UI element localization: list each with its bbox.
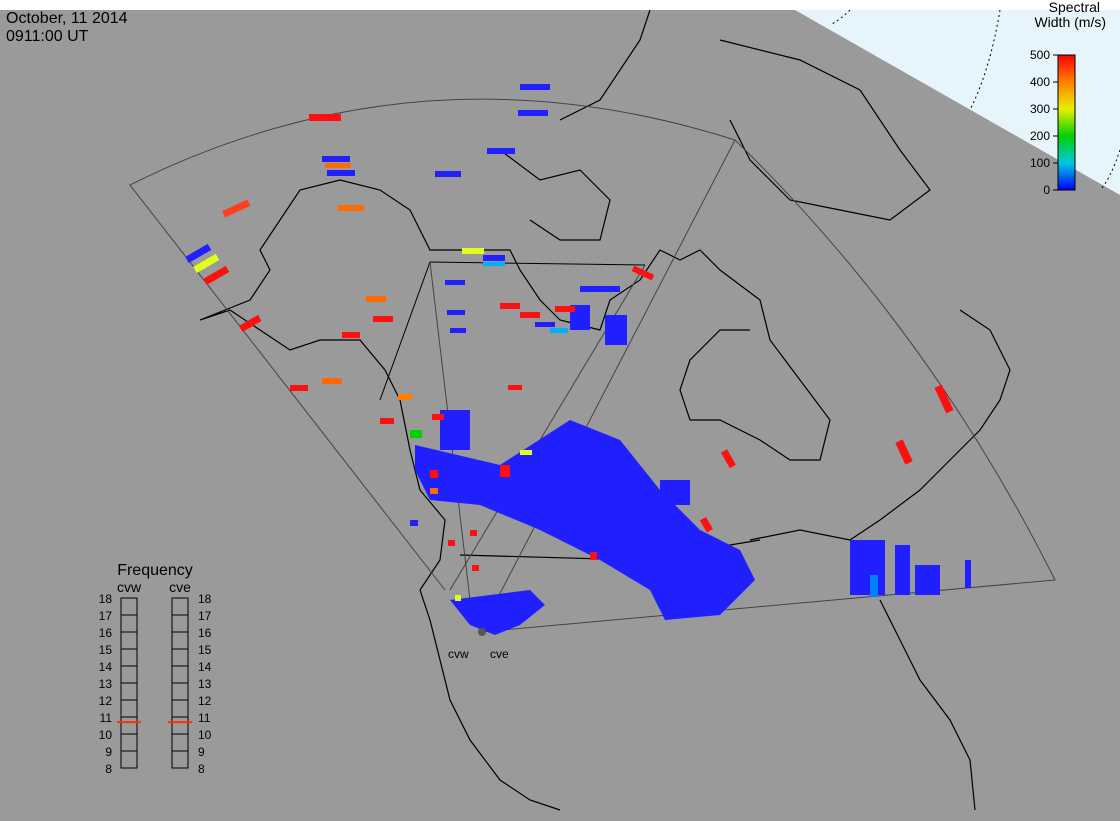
- frequency-tick-label: 18: [198, 592, 212, 606]
- colorbar: [1057, 54, 1076, 191]
- colorbar-tick-label: 200: [1030, 129, 1050, 143]
- frequency-tick-label: 10: [198, 728, 212, 742]
- frequency-tick-label: 14: [198, 660, 212, 674]
- top-strip: [0, 0, 1120, 10]
- frequency-tick-label: 18: [99, 592, 113, 606]
- station-dot: [478, 628, 486, 636]
- colorbar-tick-label: 500: [1030, 48, 1050, 62]
- frequency-tick-label: 10: [99, 728, 113, 742]
- frequency-tick-label: 16: [99, 626, 113, 640]
- date: October, 11 2014: [6, 10, 128, 27]
- lat-circles: [829, 9, 1120, 191]
- frequency-tick-label: 15: [99, 643, 113, 657]
- frequency-tick-label: 11: [100, 711, 113, 725]
- frequency-tick-label: 16: [198, 626, 212, 640]
- frequency-tick-label: 8: [198, 762, 205, 776]
- frequency-title: Frequency: [117, 562, 193, 579]
- frequency-tick-label: 17: [99, 609, 113, 623]
- station-label: cvw: [448, 647, 469, 661]
- frequency-tick-label: 13: [198, 677, 212, 691]
- colorbar-tick-label: 0: [1043, 183, 1050, 197]
- colorbar-tick-label: 100: [1030, 156, 1050, 170]
- frequency-tick-label: 8: [105, 762, 112, 776]
- frequency-tick-label: 11: [198, 711, 211, 725]
- frequency-tick-label: 17: [198, 609, 212, 623]
- frequency-tick-label: 12: [99, 694, 113, 708]
- radar-name: cve: [169, 579, 191, 595]
- frequency-tick-label: 13: [99, 677, 113, 691]
- echo-cells: [185, 84, 971, 635]
- colorbar-title: Width (m/s): [1034, 14, 1106, 30]
- frequency-tick-label: 15: [198, 643, 212, 657]
- colorbar-tick-label: 400: [1030, 75, 1050, 89]
- station-label: cve: [490, 647, 509, 661]
- frequency-tick-label: 12: [198, 694, 212, 708]
- daylight-region: [795, 10, 1120, 195]
- frequency-tick-label: 14: [99, 660, 113, 674]
- colorbar-tick-label: 300: [1030, 102, 1050, 116]
- radar-name: cvw: [117, 579, 142, 595]
- frequency-tick-label: 9: [198, 745, 205, 759]
- colorbar-title: Spectral: [1049, 0, 1100, 15]
- frequency-tick-label: 9: [105, 745, 112, 759]
- time: 0911:00 UT: [6, 28, 89, 45]
